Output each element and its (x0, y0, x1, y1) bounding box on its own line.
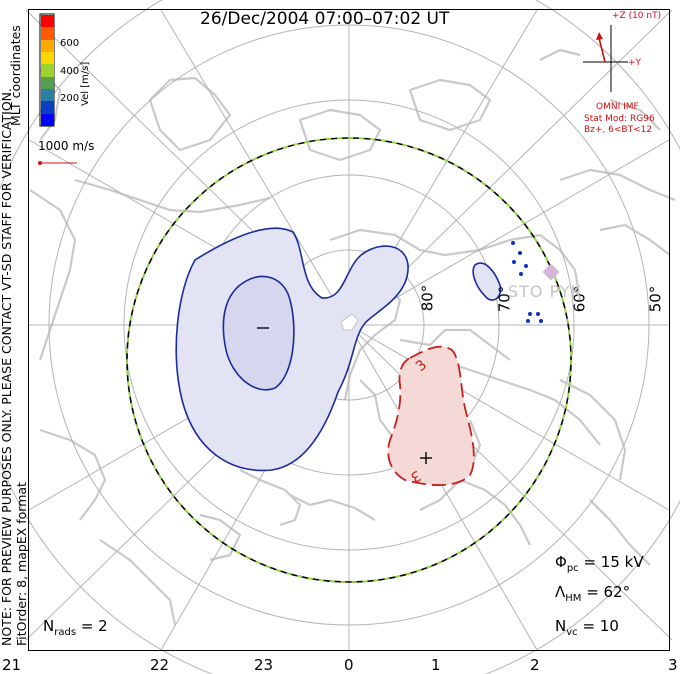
positive-contour (387, 345, 475, 486)
color-scale-tick-200: 200 (60, 93, 80, 104)
vector-dot (518, 251, 522, 255)
imf-y-label: +Y (628, 58, 642, 68)
map-title: 26/Dec/2004 07:00–07:02 UT (200, 9, 450, 29)
mlt-label-2: 2 (530, 656, 540, 674)
color-scale-segment (41, 101, 54, 114)
preview-note: NOTE: FOR PREVIEW PURPOSES ONLY. PLEASE … (0, 88, 14, 646)
vector-dot (539, 319, 543, 323)
vector-dot (536, 312, 540, 316)
lambda-hm-stat: ΛHM = 62° (555, 583, 630, 604)
plot-border (28, 9, 670, 651)
imf-vector-head (596, 32, 603, 40)
phi-symbol: Φ (555, 553, 567, 571)
mlt-label-3: 3 (668, 656, 678, 674)
lambda-symbol: Λ (555, 583, 566, 601)
lambda-value: = 62° (586, 583, 631, 601)
pole-marker (340, 313, 359, 331)
color-scale-segment (41, 76, 54, 90)
station-label: STO PYK (508, 282, 583, 301)
color-scale-unit: Vel [m/s] (80, 61, 91, 106)
negative-cell-label: −3 (250, 300, 251, 301)
color-scale-segment (41, 64, 54, 77)
color-scale-segment (41, 27, 54, 40)
small-negative-contour (472, 262, 502, 301)
mlt-label-21: 21 (2, 656, 22, 674)
color-scale-frame (39, 13, 55, 127)
phi-sub: pc (566, 563, 579, 574)
lambda-sub: HM (565, 593, 582, 604)
color-scale-tick-400: 400 (60, 66, 80, 77)
imf-z-label: +Z (10 nT) (612, 11, 662, 21)
mlt-label-22: 22 (150, 656, 170, 674)
nrads-sub: rads (54, 627, 77, 638)
nvc-value: = 10 (582, 617, 619, 635)
latitude-label-50: 50° (646, 285, 665, 313)
nrads-symbol: N (43, 617, 55, 635)
imf-clock (583, 25, 628, 92)
vector-dot (524, 264, 528, 268)
color-scale-tick-600: 600 (60, 38, 80, 49)
vector-dot (511, 241, 515, 245)
velocity-vectors (511, 241, 543, 323)
nrads-stat: Nrads = 2 (43, 617, 108, 638)
color-scale-segment (41, 52, 54, 65)
nvc-sub: vc (566, 627, 578, 638)
vector-dot (526, 319, 530, 323)
negative-contour-inner (222, 275, 295, 391)
latitude-label-80: 80° (418, 284, 437, 312)
phi-value: = 15 kV (583, 553, 644, 571)
nvc-stat: Nvc = 10 (555, 617, 619, 638)
mlt-label-23: 23 (254, 656, 274, 674)
vector-dot (519, 272, 523, 276)
nvc-symbol: N (555, 617, 567, 635)
fit-order-label: FitOrder: 8, mapEX format (14, 482, 29, 646)
vector-dot (512, 260, 516, 264)
imf-condition: Bz+, 6<BT<12 (584, 125, 653, 135)
hm-boundary-dashes (126, 137, 572, 583)
color-scale-segment (41, 89, 54, 102)
phi-pc-stat: Φpc = 15 kV (555, 553, 644, 574)
vector-dot (528, 312, 532, 316)
mlt-label-1: 1 (431, 656, 441, 674)
color-scale-bar (41, 15, 54, 126)
maximum-marker (420, 452, 432, 464)
imf-model: Stat Mod: RG96 (584, 114, 655, 124)
vector-scale (38, 161, 77, 165)
imf-source: OMNI IMF (596, 102, 639, 112)
vector-scale-label: 1000 m/s (38, 139, 95, 153)
mlt-label-0: 0 (344, 656, 354, 674)
station-marker (542, 263, 560, 281)
color-scale-segment (41, 39, 54, 53)
color-scale-segment (41, 15, 54, 28)
nrads-value: = 2 (80, 617, 108, 635)
color-scale-segment (41, 113, 54, 126)
color-scale (39, 13, 55, 127)
vector-scale-dot (38, 161, 42, 165)
imf-vector (598, 37, 606, 63)
